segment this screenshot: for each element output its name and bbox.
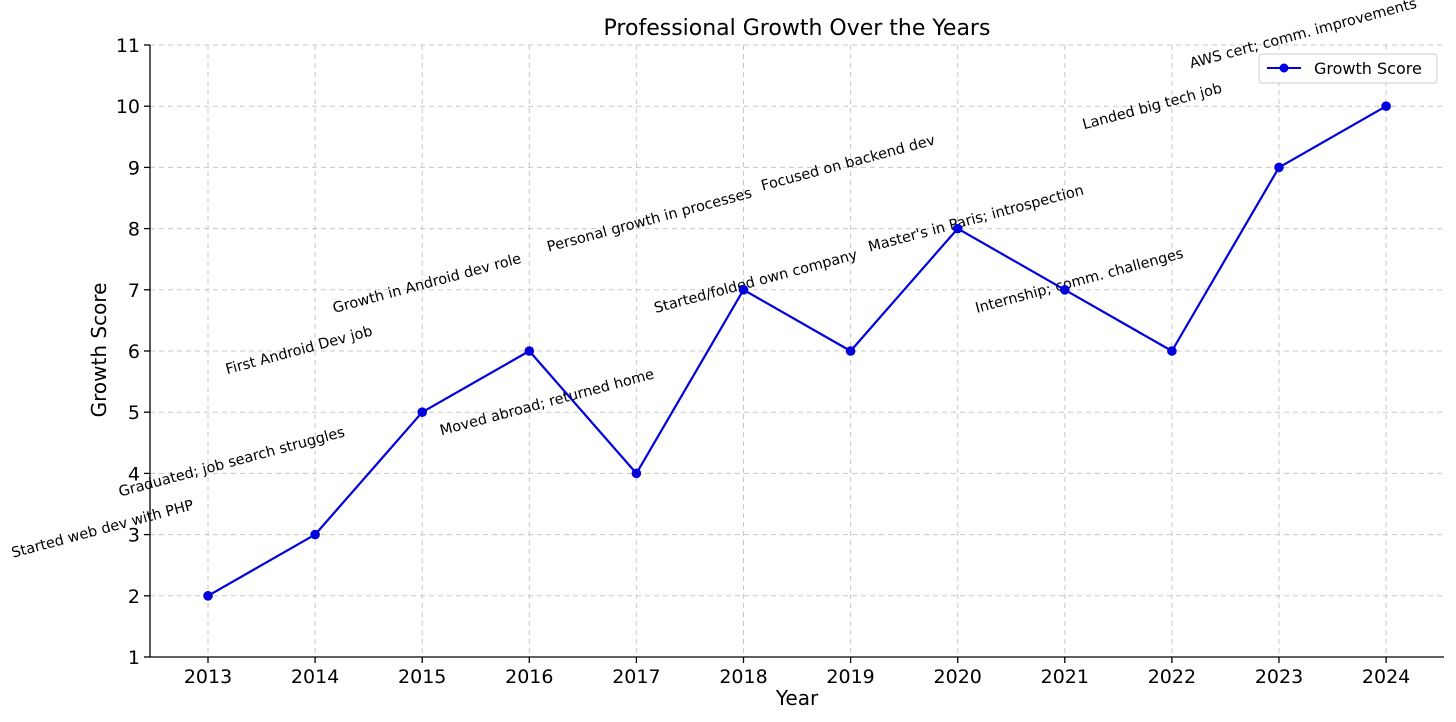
y-tick-label: 8 xyxy=(128,219,140,241)
x-tick-label: 2018 xyxy=(719,666,767,688)
x-tick-label: 2022 xyxy=(1148,666,1196,688)
x-tick-label: 2024 xyxy=(1362,666,1410,688)
data-point xyxy=(738,285,749,295)
annotation-label: Focused on backend dev xyxy=(760,132,938,194)
x-tick-label: 2016 xyxy=(505,666,553,688)
x-axis-label: Year xyxy=(775,686,819,710)
data-point xyxy=(417,407,428,418)
x-tick-label: 2021 xyxy=(1041,666,1089,688)
y-tick-label: 6 xyxy=(128,341,140,363)
axes: 1 2 3 4 5 6 7 8 9 10 11 2013 2014 2015 2016 2017 2018 201… xyxy=(116,35,1444,688)
y-tick-label: 2 xyxy=(128,586,140,608)
chart-title: Professional Growth Over the Years xyxy=(604,16,991,41)
x-tick-label: 2014 xyxy=(291,666,339,688)
data-point xyxy=(203,591,213,601)
data-series xyxy=(203,101,1391,601)
y-tick-label: 4 xyxy=(128,463,140,485)
annotation-label: Started web dev with PHP xyxy=(10,498,196,562)
annotation-label: Moved abroad; returned home xyxy=(438,367,656,440)
data-point xyxy=(524,346,535,356)
legend-marker-swatch xyxy=(1279,63,1289,73)
y-tick-label: 5 xyxy=(128,402,140,424)
data-point xyxy=(952,223,963,234)
x-tick-label: 2015 xyxy=(398,666,446,688)
y-tick-label: 11 xyxy=(116,35,140,57)
data-point xyxy=(1274,162,1284,173)
data-point xyxy=(1060,285,1070,295)
x-tick-label: 2013 xyxy=(184,666,232,688)
y-axis-label: Growth Score xyxy=(87,283,111,418)
data-point xyxy=(310,529,320,540)
annotation-label: Landed big tech job xyxy=(1081,81,1224,134)
y-tick-label: 3 xyxy=(128,525,140,547)
y-tick-label: 9 xyxy=(128,157,140,179)
x-tick-label: 2020 xyxy=(934,666,982,688)
x-tick-label: 2017 xyxy=(612,666,660,688)
annotation-label: Graduated; job search struggles xyxy=(117,425,347,501)
y-tick-label: 10 xyxy=(116,96,140,118)
legend-label: Growth Score xyxy=(1314,59,1422,78)
x-tick-label: 2023 xyxy=(1255,666,1303,688)
annotation-label: Started/folded own company xyxy=(652,247,859,317)
legend: Growth Score xyxy=(1258,53,1438,84)
data-point xyxy=(1167,346,1177,356)
series-line xyxy=(207,105,1387,597)
data-point xyxy=(845,346,856,356)
legend-box xyxy=(1258,53,1438,84)
y-tick-label: 1 xyxy=(128,647,140,669)
x-tick-label: 2019 xyxy=(826,666,874,688)
data-point xyxy=(631,468,642,479)
grid xyxy=(150,44,1444,658)
annotation-label: Growth in Android dev role xyxy=(331,251,523,317)
y-tick-label: 7 xyxy=(128,280,140,302)
data-point xyxy=(1381,101,1391,111)
annotation-label: Master's in Paris; introspection xyxy=(867,183,1086,256)
annotation-label: Personal growth in processes xyxy=(545,186,753,256)
